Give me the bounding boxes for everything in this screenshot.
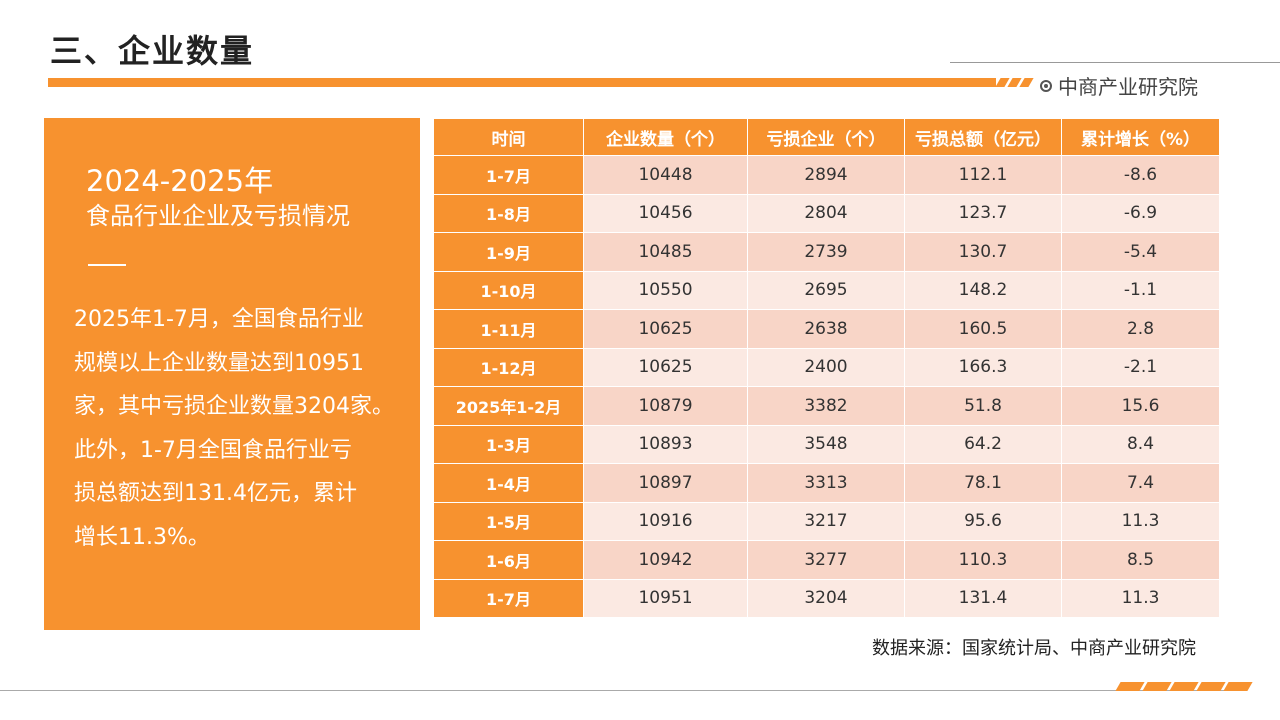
table-cell: 10485 (583, 232, 748, 272)
table-cell: 2.8 (1061, 309, 1220, 349)
table-cell: -6.9 (1061, 193, 1220, 233)
table-cell: 64.2 (904, 424, 1062, 464)
table-cell: 160.5 (904, 309, 1062, 349)
row-period-cell: 1-10月 (433, 270, 584, 310)
table-row: 1-5月 10916 3217 95.6 11.3 (433, 501, 1220, 541)
table-body: 1-7月 10448 2894 112.1 -8.6 1-8月 10456 2804 123.7… (433, 155, 1220, 618)
table-row: 1-7月 10951 3204 131.4 11.3 (433, 578, 1220, 618)
column-header: 亏损企业（个） (747, 118, 905, 156)
table-cell: 8.5 (1061, 540, 1220, 580)
row-period-cell: 1-5月 (433, 501, 584, 541)
table-cell: 2695 (747, 270, 905, 310)
column-header: 累计增长（%） (1061, 118, 1220, 156)
panel-heading-year: 2024-2025年 (86, 164, 274, 198)
table-cell: 10456 (583, 193, 748, 233)
panel-body-text: 2025年1-7月，全国食品行业 规模以上企业数量达到10951 家，其中亏损企… (74, 307, 394, 550)
header-stripe-decoration (995, 78, 1034, 87)
data-table: 时间 企业数量（个） 亏损企业（个） 亏损总额（亿元） 累计增长（%） 1-7月… (433, 118, 1220, 618)
table-cell: 2894 (747, 155, 905, 195)
table-cell: 10550 (583, 270, 748, 310)
table-cell: 130.7 (904, 232, 1062, 272)
table-cell: 3548 (747, 424, 905, 464)
table-row: 1-12月 10625 2400 166.3 -2.1 (433, 347, 1220, 387)
table-cell: 3204 (747, 578, 905, 618)
row-period-cell: 1-12月 (433, 347, 584, 387)
table-row: 1-6月 10942 3277 110.3 8.5 (433, 540, 1220, 580)
table-cell: 2804 (747, 193, 905, 233)
target-icon (1040, 79, 1052, 92)
row-period-cell: 1-6月 (433, 540, 584, 580)
table-cell: 3382 (747, 386, 905, 426)
table-cell: 10916 (583, 501, 748, 541)
table-cell: 3313 (747, 463, 905, 503)
table-cell: 2638 (747, 309, 905, 349)
row-period-cell: 1-4月 (433, 463, 584, 503)
table-cell: 10879 (583, 386, 748, 426)
table-cell: 10951 (583, 578, 748, 618)
row-period-cell: 1-9月 (433, 232, 584, 272)
table-row: 1-11月 10625 2638 160.5 2.8 (433, 309, 1220, 349)
table-row: 1-8月 10456 2804 123.7 -6.9 (433, 193, 1220, 233)
brand-name: 中商产业研究院 (1058, 75, 1198, 99)
table-cell: 10893 (583, 424, 748, 464)
table-header-row: 时间 企业数量（个） 亏损企业（个） 亏损总额（亿元） 累计增长（%） (433, 118, 1220, 156)
table-cell: 10625 (583, 347, 748, 387)
table-cell: 11.3 (1061, 501, 1220, 541)
table-cell: -1.1 (1061, 270, 1220, 310)
table-cell: 78.1 (904, 463, 1062, 503)
table-cell: 131.4 (904, 578, 1062, 618)
row-period-cell: 1-11月 (433, 309, 584, 349)
brand-label: 中商产业研究院 (1040, 71, 1198, 100)
row-period-cell: 2025年1-2月 (433, 386, 584, 426)
table-cell: 10897 (583, 463, 748, 503)
table-cell: -8.6 (1061, 155, 1220, 195)
column-header: 时间 (433, 118, 584, 156)
table-row: 2025年1-2月 10879 3382 51.8 15.6 (433, 386, 1220, 426)
table-row: 1-10月 10550 2695 148.2 -1.1 (433, 270, 1220, 310)
panel-divider (88, 264, 126, 266)
table-row: 1-9月 10485 2739 130.7 -5.4 (433, 232, 1220, 272)
table-cell: 8.4 (1061, 424, 1220, 464)
table-cell: 51.8 (904, 386, 1062, 426)
summary-panel: 2024-2025年 食品行业企业及亏损情况 2025年1-7月，全国食品行业 … (44, 118, 420, 630)
table-cell: 166.3 (904, 347, 1062, 387)
table-cell: 112.1 (904, 155, 1062, 195)
footer-divider-line (0, 690, 1230, 691)
table-cell: 3277 (747, 540, 905, 580)
panel-heading-subtitle: 食品行业企业及亏损情况 (86, 202, 350, 230)
header-accent-bar (48, 78, 996, 87)
table-cell: 11.3 (1061, 578, 1220, 618)
table-cell: 110.3 (904, 540, 1062, 580)
column-header: 企业数量（个） (583, 118, 748, 156)
table-row: 1-3月 10893 3548 64.2 8.4 (433, 424, 1220, 464)
footer-stripe-decoration (1115, 682, 1253, 691)
table-cell: 2400 (747, 347, 905, 387)
table-cell: 15.6 (1061, 386, 1220, 426)
row-period-cell: 1-3月 (433, 424, 584, 464)
row-period-cell: 1-7月 (433, 155, 584, 195)
table-cell: 10448 (583, 155, 748, 195)
column-header: 亏损总额（亿元） (904, 118, 1062, 156)
table-cell: 95.6 (904, 501, 1062, 541)
header-divider-line (950, 62, 1280, 63)
table-cell: 148.2 (904, 270, 1062, 310)
table-cell: -2.1 (1061, 347, 1220, 387)
table-row: 1-7月 10448 2894 112.1 -8.6 (433, 155, 1220, 195)
table-row: 1-4月 10897 3313 78.1 7.4 (433, 463, 1220, 503)
table-cell: 7.4 (1061, 463, 1220, 503)
table-cell: 10942 (583, 540, 748, 580)
row-period-cell: 1-8月 (433, 193, 584, 233)
row-period-cell: 1-7月 (433, 578, 584, 618)
data-source-note: 数据来源：国家统计局、中商产业研究院 (872, 638, 1196, 659)
table-cell: 3217 (747, 501, 905, 541)
table-cell: 123.7 (904, 193, 1062, 233)
table-cell: -5.4 (1061, 232, 1220, 272)
table-cell: 10625 (583, 309, 748, 349)
page-title: 三、企业数量 (50, 32, 255, 70)
table-cell: 2739 (747, 232, 905, 272)
